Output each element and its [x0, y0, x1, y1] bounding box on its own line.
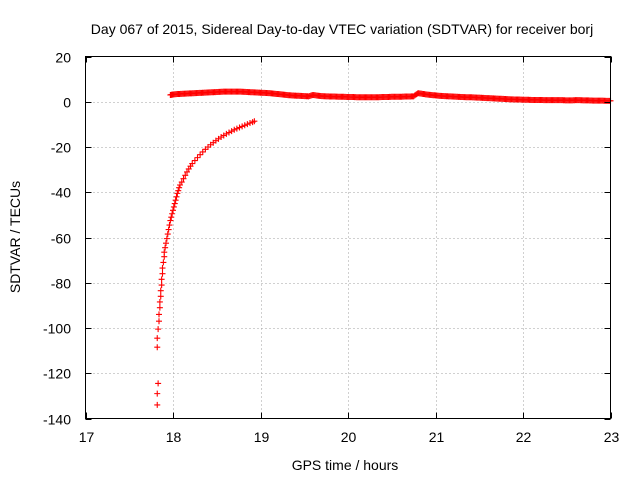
data-point — [231, 126, 238, 133]
x-tick-label: 20 — [341, 429, 357, 445]
y-tick-label: -40 — [51, 185, 71, 201]
data-point — [244, 121, 251, 128]
data-point — [161, 249, 168, 256]
data-point — [156, 298, 163, 305]
y-tick-label: -120 — [43, 366, 71, 382]
data-point — [157, 287, 164, 294]
data-point — [173, 193, 180, 200]
data-point — [172, 197, 179, 204]
data-point — [154, 344, 161, 351]
data-point — [169, 210, 176, 217]
x-tick-label: 17 — [79, 429, 95, 445]
x-tick-label: 21 — [429, 429, 445, 445]
data-point — [228, 128, 235, 135]
data-point — [189, 160, 196, 167]
data-point — [191, 157, 198, 164]
data-point — [162, 244, 169, 251]
data-point — [155, 380, 162, 387]
y-axis-title: SDTVAR / TECUs — [7, 181, 23, 293]
data-point — [241, 122, 248, 129]
y-tick-label: -140 — [43, 412, 71, 428]
data-point — [251, 118, 258, 125]
data-point — [156, 304, 163, 311]
data-point — [157, 293, 164, 300]
data-point — [158, 276, 165, 283]
data-point — [163, 235, 170, 242]
y-tick-label: 20 — [55, 50, 71, 66]
axis-ticks — [85, 56, 612, 420]
data-point — [233, 125, 240, 132]
x-tick-label: 22 — [516, 429, 532, 445]
data-point — [159, 270, 166, 277]
data-point — [412, 91, 419, 98]
data-point — [199, 148, 206, 155]
x-tick-label: 23 — [604, 429, 620, 445]
data-point — [165, 226, 172, 233]
data-point — [178, 179, 185, 186]
chart-title: Day 067 of 2015, Sidereal Day-to-day VTE… — [91, 21, 593, 37]
y-tick-label: -100 — [43, 321, 71, 337]
data-point — [166, 222, 173, 229]
data-point — [170, 203, 177, 210]
data-point — [154, 390, 161, 397]
data-point — [154, 335, 161, 342]
data-point — [158, 282, 165, 289]
data-point — [175, 187, 182, 194]
data-point — [239, 123, 246, 130]
data-point — [176, 184, 183, 191]
data-points — [154, 88, 614, 408]
data-point — [171, 200, 178, 207]
data-point — [182, 172, 189, 179]
data-point — [247, 120, 253, 127]
data-point — [174, 190, 181, 197]
data-point — [170, 207, 176, 214]
y-tick-labels: -140 -120 -100 -80 -60 -40 -20 0 20 — [43, 50, 71, 428]
data-point — [156, 318, 162, 325]
data-point — [160, 259, 167, 266]
data-point — [155, 326, 162, 333]
data-point — [197, 151, 204, 158]
data-point — [164, 231, 171, 238]
data-point — [167, 217, 174, 224]
data-point — [223, 130, 230, 137]
grid-lines — [85, 56, 611, 419]
y-tick-label: 0 — [63, 95, 71, 111]
y-tick-label: -20 — [51, 140, 71, 156]
y-tick-label: -60 — [51, 231, 71, 247]
data-point — [168, 214, 175, 221]
x-tick-label: 19 — [254, 429, 270, 445]
x-tick-labels: 17 18 19 20 21 22 23 — [79, 429, 620, 445]
x-tick-label: 18 — [166, 429, 182, 445]
data-point — [156, 311, 162, 318]
x-axis-title: GPS time / hours — [292, 457, 399, 473]
data-point — [194, 154, 201, 161]
data-point — [159, 265, 166, 272]
y-tick-label: -80 — [51, 276, 71, 292]
data-point — [180, 175, 187, 182]
data-point — [226, 129, 232, 136]
data-point — [236, 124, 243, 131]
data-point — [163, 240, 169, 247]
data-point — [154, 401, 161, 408]
